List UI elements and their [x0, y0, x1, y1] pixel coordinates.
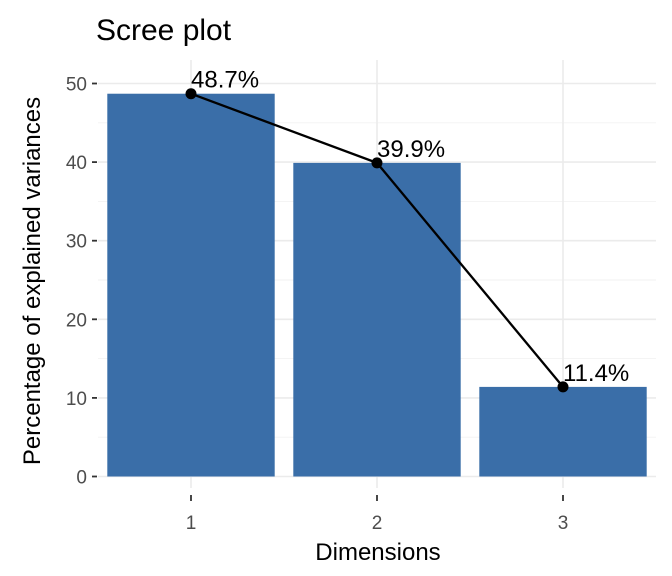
bar-dimension-3 — [479, 386, 647, 477]
y-tick-label: 50 — [66, 75, 87, 96]
bar-dimension-1 — [107, 93, 275, 477]
chart-title: Scree plot — [96, 14, 232, 47]
data-label-2: 39.9% — [377, 136, 445, 163]
y-tick-label: 0 — [76, 468, 87, 489]
x-tick-label: 1 — [186, 513, 197, 534]
variance-line — [185, 88, 569, 393]
data-label-3: 11.4% — [563, 360, 629, 387]
bars — [107, 93, 647, 477]
variance-point-3 — [557, 381, 569, 393]
x-tick-label: 2 — [372, 513, 383, 534]
variance-point-1 — [185, 88, 197, 100]
bar-dimension-2 — [293, 162, 461, 477]
y-tick-label: 20 — [66, 310, 87, 331]
y-tick-label: 10 — [66, 389, 87, 410]
axes: 0 10 20 30 40 50 1 2 3 — [66, 75, 568, 535]
y-tick-label: 30 — [66, 232, 87, 253]
x-tick-label: 3 — [558, 513, 569, 534]
y-tick-label: 40 — [66, 153, 87, 174]
variance-point-2 — [371, 157, 383, 169]
x-axis-title: Dimensions — [315, 539, 440, 566]
y-axis-title: Percentage of explained variances — [19, 97, 46, 465]
data-labels: 48.7% 39.9% 11.4% — [191, 67, 629, 387]
data-label-1: 48.7% — [191, 67, 259, 94]
